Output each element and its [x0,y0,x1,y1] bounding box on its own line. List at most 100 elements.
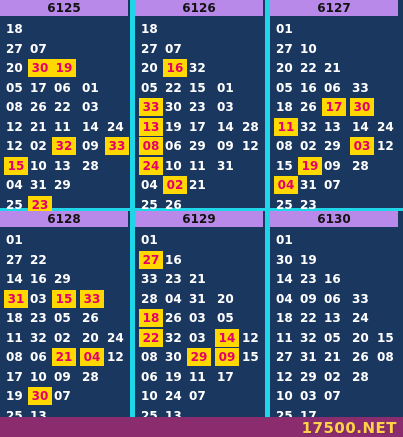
number-row: 14 16 29 [0,270,128,288]
number-row: 25 26 [135,196,263,214]
number-cell: 14 [276,272,293,286]
number-cell: 26 [165,311,182,325]
issue-number: 6126 [135,0,263,16]
number-cell: 08 [377,350,394,364]
highlighted-number: 08 [139,137,163,155]
column-separator [265,0,270,437]
number-cell: 20 [141,61,158,75]
row-separator [0,208,403,211]
number-row: 12 21 11 14 24 [0,118,128,136]
highlighted-number: 22 [139,328,163,347]
number-cell: 12 [6,139,23,153]
number-cell: 24 [165,389,182,403]
number-cell: 04 [141,178,158,192]
number-cell: 01 [82,80,99,95]
number-cell: 28 [82,158,99,173]
number-cell: 20 [6,61,23,75]
number-row: 01 [0,231,128,249]
number-cell: 08 [276,139,293,153]
number-row: 19 30 07 [0,387,128,405]
number-cell: 22 [54,100,71,114]
number-row: 08 02 29 03 12 [270,137,398,155]
number-cell: 20 [82,330,99,345]
number-row: 20 16 32 [135,59,263,77]
number-cell: 14 [6,272,23,286]
highlighted-number: 30 [28,59,52,77]
number-row: 10 03 07 [270,387,398,405]
number-row: 15 10 13 28 [0,156,128,175]
number-cell: 16 [300,80,317,95]
number-row: 24 10 11 31 [135,156,263,175]
number-row: 28 04 31 20 [135,290,263,308]
number-cell: 23 [300,197,317,212]
number-cell: 06 [324,80,341,95]
number-row: 30 19 [270,251,398,269]
number-cell: 01 [217,80,234,95]
number-cell: 07 [189,389,206,403]
number-cell: 12 [276,369,293,384]
site-watermark: 17500.NET [301,419,397,437]
issue-panel: 6126 18 27 07 20 16 32 05 22 15 01 33 30 23 03 13 19 17 14… [135,0,263,212]
number-cell: 16 [30,272,47,286]
number-cell: 18 [276,311,293,325]
number-cell: 18 [141,22,158,36]
number-row: 05 22 15 01 [135,79,263,97]
number-cell: 28 [352,158,369,173]
number-row: 04 31 29 [0,176,128,194]
number-cell: 05 [6,80,23,95]
number-cell: 14 [217,119,234,134]
number-cell: 19 [165,119,182,134]
number-row: 27 07 [135,40,263,58]
number-cell: 20 [217,291,234,306]
highlighted-number: 03 [350,137,374,155]
number-cell: 17 [6,369,23,384]
number-cell: 06 [141,369,158,384]
highlighted-number: 11 [274,117,298,136]
number-cell: 04 [165,291,182,306]
number-cell: 08 [6,100,23,114]
number-cell: 15 [242,350,259,364]
number-cell: 04 [6,178,23,192]
number-cell: 29 [189,139,206,153]
number-cell: 32 [30,330,47,345]
number-cell: 26 [352,350,369,364]
highlighted-number: 32 [52,137,76,155]
number-cell: 27 [141,41,158,56]
number-cell: 33 [352,80,369,95]
number-cell: 32 [300,330,317,345]
number-row: 20 30 19 [0,59,128,77]
number-cell: 23 [165,272,182,286]
number-row: 12 29 02 28 [270,368,398,386]
number-cell: 14 [82,119,99,134]
number-cell: 22 [30,252,47,267]
number-cell: 12 [107,350,124,364]
number-cell: 28 [82,369,99,384]
number-cell: 21 [189,272,206,286]
number-cell: 18 [276,100,293,114]
number-cell: 27 [276,350,293,364]
number-cell: 15 [377,330,394,345]
number-cell: 03 [82,100,99,114]
number-row: 27 22 [0,251,128,269]
number-row: 27 10 [270,40,398,58]
number-cell: 08 [141,350,158,364]
highlighted-number: 09 [215,348,239,366]
number-cell: 19 [300,252,317,267]
number-cell: 17 [217,369,234,384]
number-cell: 29 [324,139,341,153]
number-cell: 18 [6,311,23,325]
issue-panel: 6130 01 30 19 14 23 16 04 09 06 33 18 22 13 24 11 32 05 20… [270,211,398,423]
number-cell: 10 [30,369,47,384]
number-row: 08 26 22 03 [0,98,128,116]
number-cell: 28 [141,291,158,306]
number-cell: 17 [189,119,206,134]
number-cell: 30 [165,100,182,114]
number-cell: 08 [6,350,23,364]
number-cell: 05 [54,311,71,325]
number-row: 06 19 11 17 [135,368,263,386]
issue-panel: 6128 01 27 22 14 16 29 31 03 15 33 18 23 05 26 11 32 02 20… [0,211,128,423]
highlighted-number: 16 [163,59,187,77]
number-cell: 02 [30,139,47,153]
number-cell: 28 [352,369,369,384]
number-cell: 12 [242,330,259,345]
